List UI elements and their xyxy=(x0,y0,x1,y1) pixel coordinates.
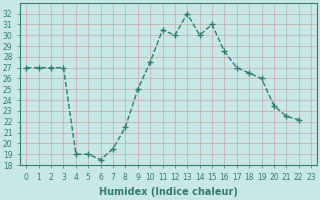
X-axis label: Humidex (Indice chaleur): Humidex (Indice chaleur) xyxy=(99,187,238,197)
